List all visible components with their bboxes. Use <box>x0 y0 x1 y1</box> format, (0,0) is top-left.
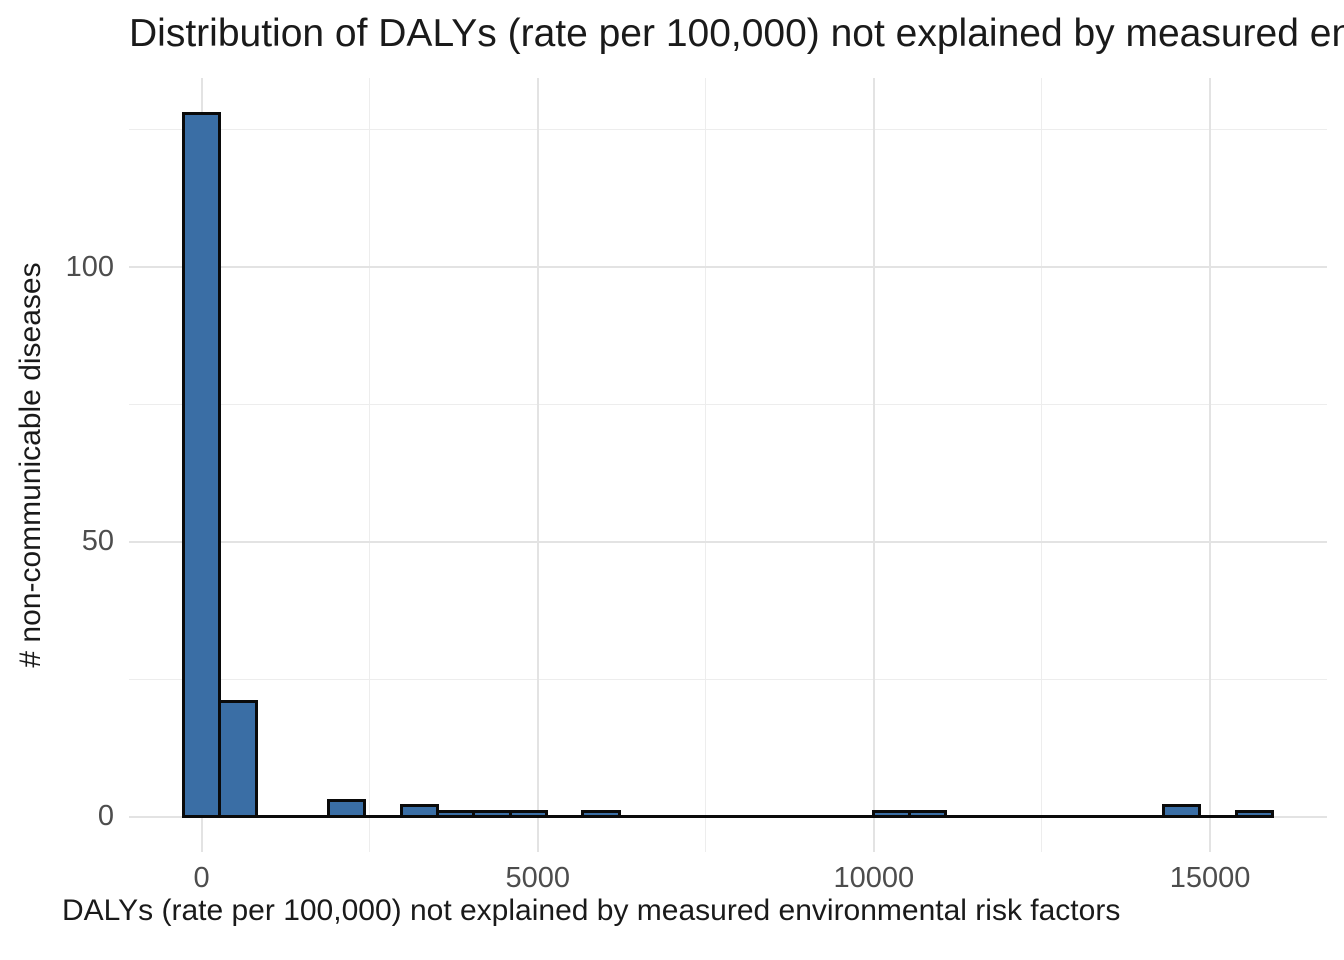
y-major-gridline <box>129 266 1327 269</box>
histogram-bar <box>218 699 258 819</box>
histogram-baseline <box>181 815 1275 819</box>
x-major-gridline <box>536 78 539 852</box>
y-tick-label: 100 <box>65 250 114 283</box>
histogram-bar <box>1162 804 1202 819</box>
y-major-gridline <box>129 540 1327 543</box>
x-minor-gridline <box>369 78 371 852</box>
histogram-bar <box>399 804 440 819</box>
x-axis-title: DALYs (rate per 100,000) not explained b… <box>62 894 1121 927</box>
x-major-gridline <box>1209 78 1212 852</box>
histogram-bar <box>508 809 548 819</box>
y-minor-gridline <box>129 404 1327 406</box>
histogram-bar <box>871 809 911 819</box>
histogram-bar <box>181 111 222 819</box>
x-tick-label: 0 <box>193 862 210 894</box>
y-minor-gridline <box>129 678 1327 680</box>
x-major-gridline <box>872 78 875 852</box>
plot-panel <box>129 78 1327 852</box>
histogram-bar <box>1234 809 1275 819</box>
x-tick-label: 5000 <box>505 862 570 894</box>
y-axis-title: # non-communicable diseases <box>14 262 47 668</box>
x-minor-gridline <box>705 78 707 852</box>
x-tick-label: 15000 <box>1169 862 1251 894</box>
histogram-bar <box>472 809 512 819</box>
y-tick-label: 50 <box>81 525 114 558</box>
histogram-bar <box>327 798 367 819</box>
histogram-bar <box>436 809 476 819</box>
x-minor-gridline <box>1041 78 1043 852</box>
histogram-bar <box>581 809 621 819</box>
x-tick-label: 10000 <box>833 862 915 894</box>
histogram-bar <box>908 809 948 819</box>
chart-title: Distribution of DALYs (rate per 100,000)… <box>129 12 1344 55</box>
y-tick-label: 0 <box>97 800 114 833</box>
y-minor-gridline <box>129 129 1327 131</box>
